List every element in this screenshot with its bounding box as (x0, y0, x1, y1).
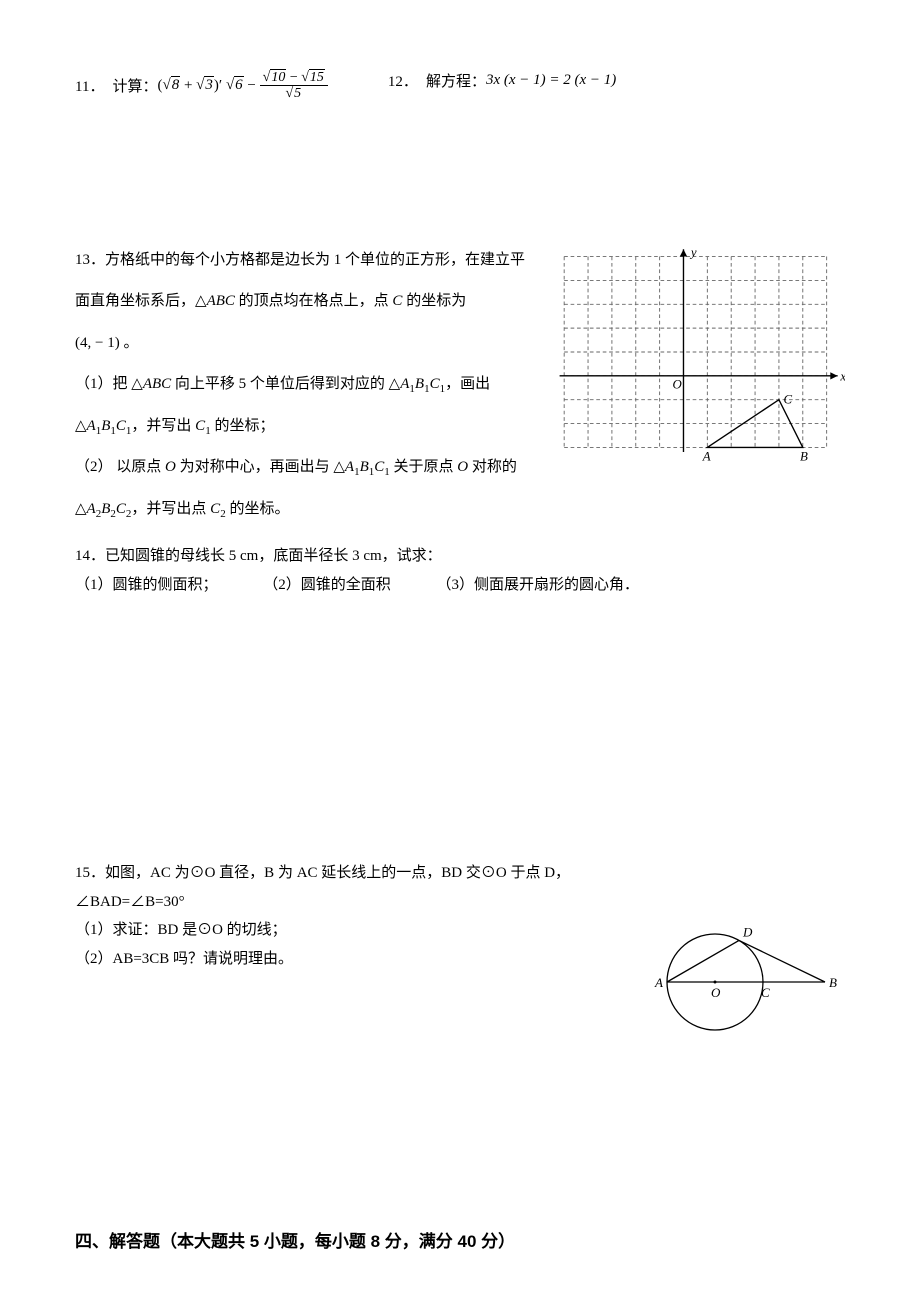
svg-text:D: D (742, 925, 753, 940)
q15-figure: A B C D O (645, 907, 845, 1037)
q14-number: 14． (75, 548, 105, 564)
svg-text:y: y (689, 245, 697, 259)
svg-text:B: B (829, 975, 837, 990)
q13-text: 13．方格纸中的每个小方格都是边长为 1 个单位的正方形，在建立平 面直角坐标系… (75, 242, 535, 533)
question-14: 14．已知圆锥的母线长 5 cm，底面半径长 3 cm，试求： （1）圆锥的侧面… (75, 542, 845, 599)
svg-text:C: C (761, 985, 770, 1000)
q15-text: 15．如图，AC 为⊙O 直径，B 为 AC 延长线上的一点，BD 交⊙O 于点… (75, 859, 625, 973)
question-12: 12． 解方程： 3x (x − 1) = 2 (x − 1) (388, 70, 616, 91)
question-15: 15．如图，AC 为⊙O 直径，B 为 AC 延长线上的一点，BD 交⊙O 于点… (75, 859, 845, 1037)
q12-number: 12． (388, 70, 418, 91)
svg-text:A: A (702, 449, 711, 462)
q15-sub1: （1）求证：BD 是⊙O 的切线； (75, 916, 625, 945)
question-11: 11． 计算： (8 + 3)′ 6 − 10 − 155 (75, 70, 328, 102)
q11-label: 计算： (112, 75, 157, 96)
q14-sub3: （3）侧面展开扇形的圆心角． (437, 571, 640, 600)
top-row: 11． 计算： (8 + 3)′ 6 − 10 − 155 12． 解方程： 3… (75, 70, 845, 102)
question-13: 13．方格纸中的每个小方格都是边长为 1 个单位的正方形，在建立平 面直角坐标系… (75, 242, 845, 533)
q12-label: 解方程： (426, 70, 486, 91)
q13-figure: Ox y A B C (555, 242, 845, 462)
svg-text:B: B (800, 449, 808, 462)
svg-text:O: O (672, 377, 681, 391)
svg-text:x: x (839, 369, 845, 383)
q14-sub1: （1）圆锥的侧面积； (75, 571, 218, 600)
q14-sub2: （2）圆锥的全面积 (263, 571, 391, 600)
q12-expr: 3x (x − 1) = 2 (x − 1) (486, 72, 616, 89)
q11-number: 11． (75, 75, 104, 96)
svg-text:A: A (654, 975, 663, 990)
svg-text:O: O (711, 985, 721, 1000)
q11-expr: (8 + 3)′ 6 − 10 − 155 (157, 70, 327, 102)
q13-number: 13． (75, 252, 105, 268)
q15-number: 15． (75, 865, 105, 881)
q15-sub2: （2）AB=3CB 吗？请说明理由。 (75, 945, 625, 974)
section-4-title: 四、解答题（本大题共 5 小题，每小题 8 分，满分 40 分） (75, 1227, 845, 1252)
svg-text:C: C (784, 392, 793, 406)
q11-fraction: 10 − 155 (260, 70, 328, 102)
